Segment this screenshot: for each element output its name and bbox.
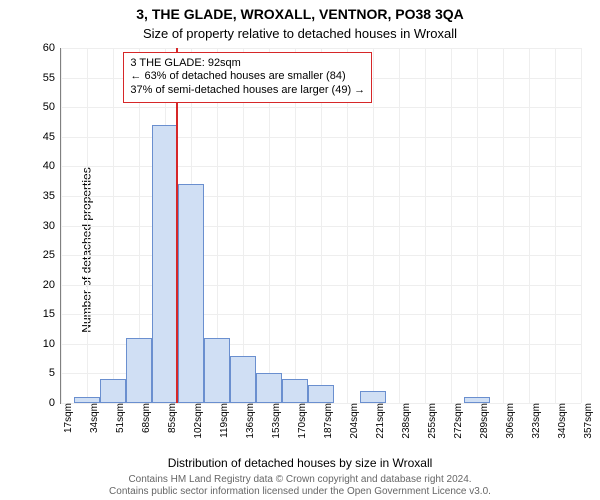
x-tick-label: 289sqm — [477, 403, 490, 439]
gridline-v — [87, 48, 88, 403]
gridline-v — [373, 48, 374, 403]
x-tick-label: 255sqm — [425, 403, 438, 439]
plot-area: 05101520253035404550556017sqm34sqm51sqm6… — [60, 48, 581, 404]
y-tick-label: 5 — [49, 367, 61, 379]
x-tick-label: 306sqm — [503, 403, 516, 439]
y-tick-label: 15 — [43, 308, 61, 320]
x-tick-label: 51sqm — [113, 403, 126, 433]
gridline-v — [425, 48, 426, 403]
gridline-v — [477, 48, 478, 403]
x-tick-label: 136sqm — [243, 403, 256, 439]
footnote-line1: Contains HM Land Registry data © Crown c… — [128, 474, 471, 485]
y-tick-label: 45 — [43, 131, 61, 143]
histogram-bar — [126, 338, 152, 403]
gridline-v — [503, 48, 504, 403]
page-title: 3, THE GLADE, WROXALL, VENTNOR, PO38 3QA — [0, 6, 600, 22]
y-tick-label: 35 — [43, 190, 61, 202]
y-tick-label: 20 — [43, 279, 61, 291]
histogram-bar — [230, 356, 256, 403]
y-tick-label: 10 — [43, 338, 61, 350]
y-tick-label: 30 — [43, 220, 61, 232]
x-tick-label: 187sqm — [321, 403, 334, 439]
x-tick-label: 204sqm — [347, 403, 360, 439]
annotation-line: ← 63% of detached houses are smaller (84… — [130, 70, 365, 84]
x-tick-label: 340sqm — [555, 403, 568, 439]
x-tick-label: 357sqm — [581, 403, 594, 439]
annotation-line: 37% of semi-detached houses are larger (… — [130, 84, 365, 98]
histogram-bar — [74, 397, 100, 403]
gridline-v — [399, 48, 400, 403]
x-tick-label: 102sqm — [191, 403, 204, 439]
y-tick-label: 60 — [43, 42, 61, 54]
chart-container: 3, THE GLADE, WROXALL, VENTNOR, PO38 3QA… — [0, 0, 600, 500]
gridline-v — [555, 48, 556, 403]
y-tick-label: 50 — [43, 101, 61, 113]
x-tick-label: 68sqm — [139, 403, 152, 433]
histogram-bar — [204, 338, 230, 403]
y-tick-label: 55 — [43, 72, 61, 84]
x-tick-label: 119sqm — [217, 403, 230, 438]
gridline-v — [61, 48, 62, 403]
gridline-v — [113, 48, 114, 403]
annotation-line: 3 THE GLADE: 92sqm — [130, 57, 365, 71]
histogram-bar — [308, 385, 334, 403]
x-tick-label: 170sqm — [295, 403, 308, 439]
x-tick-label: 17sqm — [61, 403, 74, 433]
histogram-bar — [152, 125, 178, 403]
histogram-bar — [464, 397, 490, 403]
x-tick-label: 34sqm — [87, 403, 100, 433]
x-tick-label: 85sqm — [165, 403, 178, 433]
gridline-v — [529, 48, 530, 403]
footnote: Contains HM Land Registry data © Crown c… — [0, 474, 600, 498]
x-tick-label: 153sqm — [269, 403, 282, 439]
y-tick-label: 25 — [43, 249, 61, 261]
gridline-v — [581, 48, 582, 403]
histogram-bar — [360, 391, 386, 403]
x-tick-label: 272sqm — [451, 403, 464, 439]
histogram-bar — [100, 379, 126, 403]
histogram-bar — [178, 184, 204, 403]
x-tick-label: 238sqm — [399, 403, 412, 439]
footnote-line2: Contains public sector information licen… — [109, 486, 491, 497]
histogram-bar — [282, 379, 308, 403]
annotation-box: 3 THE GLADE: 92sqm← 63% of detached hous… — [123, 52, 372, 103]
x-axis-label: Distribution of detached houses by size … — [0, 456, 600, 470]
histogram-bar — [256, 373, 282, 403]
x-tick-label: 221sqm — [373, 403, 386, 439]
chart-subtitle: Size of property relative to detached ho… — [0, 26, 600, 41]
y-tick-label: 0 — [49, 397, 61, 409]
gridline-v — [451, 48, 452, 403]
x-tick-label: 323sqm — [529, 403, 542, 439]
y-tick-label: 40 — [43, 160, 61, 172]
